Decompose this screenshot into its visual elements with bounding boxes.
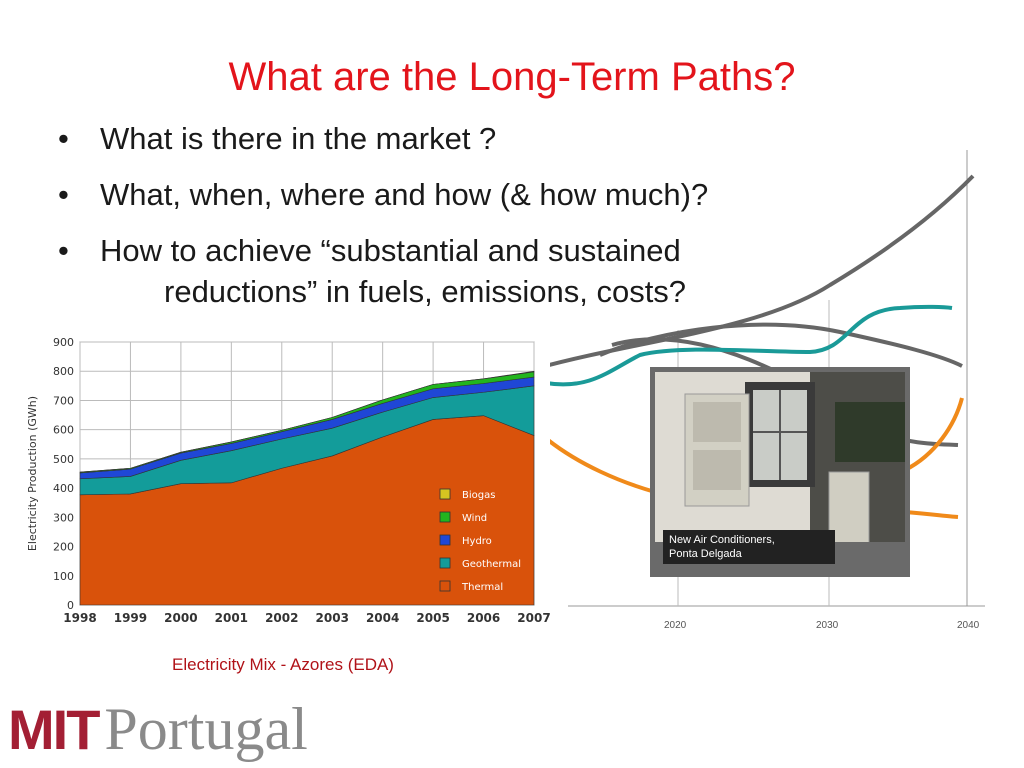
x-tick-label: 2006 bbox=[467, 611, 500, 625]
teal-curve bbox=[545, 304, 953, 387]
photo-caption: New Air Conditioners, Ponta Delgada bbox=[663, 530, 835, 564]
photo-content: New Air Conditioners, Ponta Delgada bbox=[655, 372, 905, 572]
y-tick-label: 900 bbox=[53, 336, 74, 349]
legend-label-geothermal: Geothermal bbox=[462, 559, 521, 570]
axis-tick-2040: 2040 bbox=[957, 620, 980, 631]
y-tick-label: 800 bbox=[53, 365, 74, 378]
x-tick-label: 1998 bbox=[63, 611, 96, 625]
legend-label-wind: Wind bbox=[462, 513, 487, 524]
y-tick-label: 600 bbox=[53, 424, 74, 437]
bullet-list: • What is there in the market ? • What, wh… bbox=[58, 118, 878, 326]
y-tick-label: 700 bbox=[53, 394, 74, 407]
gray-curve-high bbox=[537, 174, 975, 370]
x-tick-label: 2002 bbox=[265, 611, 298, 625]
y-tick-label: 500 bbox=[53, 453, 74, 466]
y-tick-label: 200 bbox=[53, 541, 74, 554]
series-area-biogas bbox=[79, 370, 535, 473]
legend-label-thermal: Thermal bbox=[461, 582, 503, 593]
legend-swatch-biogas bbox=[439, 488, 451, 500]
bullet-item: • How to achieve “substantial and sustain… bbox=[58, 230, 878, 312]
logo-mit-text: MIT bbox=[8, 698, 100, 761]
legend-swatch-hydro bbox=[439, 534, 451, 546]
axis-tick-2020: 2020 bbox=[664, 620, 687, 631]
bullet-text: What is there in the market ? bbox=[100, 121, 497, 156]
bullet-dot: • bbox=[58, 233, 69, 268]
bullet-text: How to achieve “substantial and sustaine… bbox=[100, 233, 681, 268]
x-tick-label: 2003 bbox=[316, 611, 349, 625]
photo-caption-line1: New Air Conditioners, bbox=[669, 534, 775, 546]
bullet-dot: • bbox=[58, 121, 69, 156]
axis-tick-2030: 2030 bbox=[816, 620, 839, 631]
legend-label-biogas: Biogas bbox=[462, 490, 495, 501]
photo-caption-line2: Ponta Delgada bbox=[669, 548, 742, 560]
gray-curve-mid bbox=[599, 322, 963, 368]
electricity-mix-chart: 0 100 200 300 400 500 600 700 800 900 1998 1999 2000… bbox=[22, 330, 550, 632]
y-axis-label: Electricity Production (GWh) bbox=[26, 396, 39, 551]
y-tick-label: 400 bbox=[53, 482, 74, 495]
y-tick-label: 0 bbox=[67, 599, 74, 612]
bullet-text-continuation: reductions” in fuels, emissions, costs? bbox=[164, 274, 687, 309]
x-tick-label: 2005 bbox=[416, 611, 449, 625]
mit-portugal-logo: MIT Portugal bbox=[8, 695, 308, 762]
legend-swatch-wind bbox=[439, 511, 451, 523]
x-tick-label: 2000 bbox=[164, 611, 197, 625]
bullet-item: • What, when, where and how (& how much)? bbox=[58, 174, 878, 216]
x-tick-label: 1999 bbox=[114, 611, 147, 625]
bullet-dot: • bbox=[58, 177, 69, 212]
x-tick-label: 2007 bbox=[517, 611, 550, 625]
legend-swatch-geothermal bbox=[439, 557, 451, 569]
x-tick-label: 2004 bbox=[366, 611, 399, 625]
photo-illustration bbox=[655, 372, 905, 572]
y-tick-label: 300 bbox=[53, 511, 74, 524]
legend-label-hydro: Hydro bbox=[462, 536, 492, 547]
logo-portugal-text: Portugal bbox=[104, 696, 308, 762]
y-tick-label: 100 bbox=[53, 570, 74, 583]
x-tick-label: 2001 bbox=[215, 611, 248, 625]
slide-title: What are the Long-Term Paths? bbox=[228, 55, 796, 99]
orange-curve bbox=[546, 397, 964, 519]
chart-caption: Electricity Mix - Azores (EDA) bbox=[172, 655, 394, 674]
bullet-text: What, when, where and how (& how much)? bbox=[100, 177, 709, 212]
air-conditioner-photo: New Air Conditioners, Ponta Delgada bbox=[650, 367, 910, 577]
legend-swatch-thermal bbox=[439, 580, 451, 592]
bullet-item: • What is there in the market ? bbox=[58, 118, 878, 160]
